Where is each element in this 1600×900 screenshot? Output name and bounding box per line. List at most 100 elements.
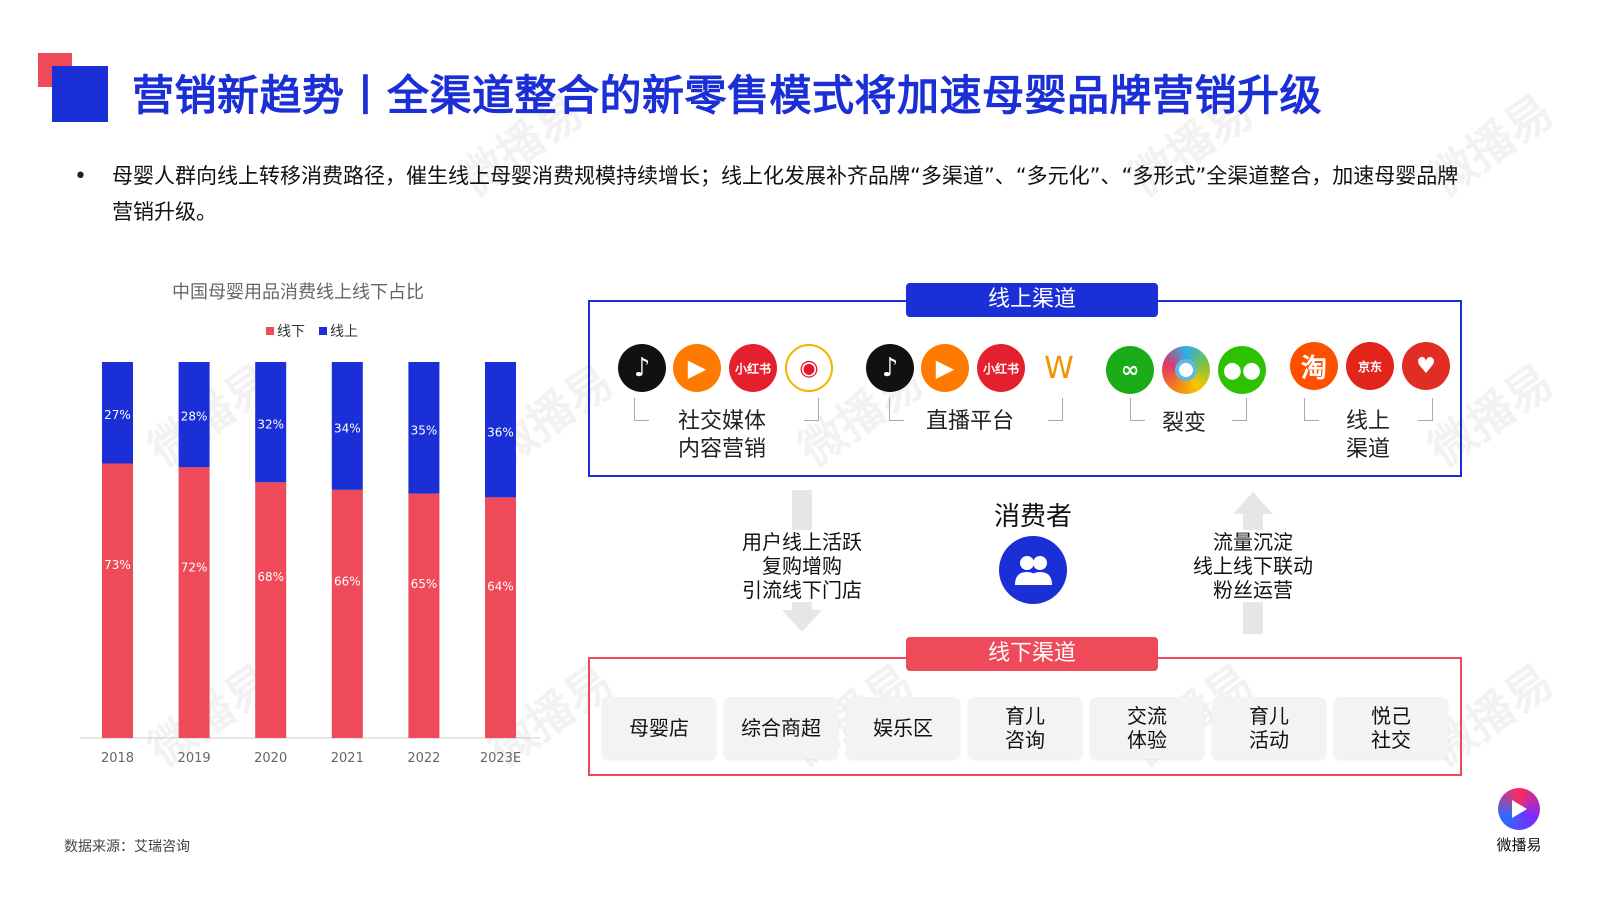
offline-item-line1: 交流	[1127, 704, 1167, 728]
chart-title: 中国母婴用品消费线上线下占比	[172, 282, 424, 303]
online-to-offline-text: 用户线上活跃 复购增购 引流线下门店	[722, 530, 882, 602]
x-tick-label-2021: 2021	[331, 751, 364, 766]
pinduoduo-icon: ♥	[1402, 342, 1450, 390]
bracket-left	[889, 398, 904, 421]
bar-online-2021	[331, 362, 363, 490]
offline-item-line1: 育儿	[1005, 704, 1045, 728]
offline-item-line2: 咨询	[1005, 728, 1045, 752]
vipshop-icon: W	[1035, 344, 1083, 392]
bracket-left	[1304, 398, 1319, 421]
taobao-icon: 淘	[1290, 342, 1338, 390]
moments-icon-lens	[1175, 359, 1197, 381]
data-label-offline-2018: 73%	[104, 558, 131, 572]
mini-program-icon: ∞	[1106, 346, 1154, 394]
data-label-online-2022: 35%	[411, 423, 438, 437]
data-label-online-2020: 32%	[257, 418, 284, 432]
legend-swatch-online	[319, 327, 327, 335]
data-label-offline-2022: 65%	[411, 577, 438, 591]
bar-offline-2018	[102, 463, 133, 738]
offline-channel-label: 线下渠道	[906, 637, 1158, 671]
data-source: 数据来源：艾瑞咨询	[64, 839, 190, 855]
bar-offline-2019	[178, 467, 210, 738]
legend-swatch-offline	[266, 327, 274, 335]
bar-offline-2021	[331, 489, 363, 738]
chart-legend: 线下 线上	[266, 321, 358, 341]
bullet-icon: •	[74, 164, 87, 189]
bar-offline-2023E	[485, 497, 516, 738]
bracket-left	[1130, 398, 1145, 421]
bracket-right	[804, 398, 819, 421]
bar-online-2018	[102, 362, 133, 464]
data-label-offline-2023E: 64%	[487, 579, 514, 593]
bar-offline-2020	[255, 482, 287, 738]
mid-right-line2: 线上线下联动	[1193, 554, 1313, 578]
mid-left-line1: 用户线上活跃	[742, 530, 862, 554]
bracket-right	[1232, 398, 1247, 421]
offline-item-line2: 社交	[1371, 728, 1411, 752]
douyin-icon: ♪	[866, 344, 914, 392]
arrow-down-head	[782, 610, 822, 632]
xiaohongshu-icon: 小红书	[729, 344, 777, 392]
legend-item-offline: 线下	[266, 321, 305, 341]
offline-item-exchange: 交流 体验	[1090, 697, 1204, 759]
bar-online-2023E	[485, 362, 516, 498]
page-title: 营销新趋势丨全渠道整合的新零售模式将加速母婴品牌营销升级	[132, 71, 1323, 120]
bracket-right	[1418, 398, 1433, 421]
kuaishou-icon: ▶	[921, 344, 969, 392]
moments-icon	[1162, 346, 1210, 394]
mid-right-line1: 流量沉淀	[1213, 530, 1293, 554]
bar-offline-2022	[408, 493, 440, 738]
online-channel-label: 线上渠道	[906, 283, 1158, 317]
arrow-up-head	[1233, 492, 1273, 514]
users-icon	[1015, 556, 1052, 585]
legend-label-online: 线上	[330, 324, 358, 340]
xiaohongshu-icon: 小红书	[977, 344, 1025, 392]
bar-online-2020	[255, 362, 287, 483]
data-label-offline-2019: 72%	[181, 560, 208, 574]
brand-logo: 微播易	[1490, 788, 1548, 862]
offline-item-parenting-consult: 育儿 咨询	[968, 697, 1082, 759]
group-label-online-line1: 线上	[1345, 409, 1390, 434]
offline-item-maternity-store: 母婴店	[602, 697, 716, 759]
brand-logo-icon	[1498, 788, 1540, 830]
group-label-social: 社交媒体 内容营销	[662, 408, 782, 464]
x-tick-label-2018: 2018	[101, 751, 134, 766]
bracket-right	[1048, 398, 1063, 421]
offline-item-line2: 活动	[1249, 728, 1289, 752]
data-label-online-2021: 34%	[334, 421, 361, 435]
legend-item-online: 线上	[319, 321, 358, 341]
offline-to-online-text: 流量沉淀 线上线下联动 粉丝运营	[1173, 530, 1333, 602]
group-label-fission: 裂变	[1161, 411, 1206, 436]
group-label-social-line1: 社交媒体	[677, 409, 766, 434]
offline-item-line2: 体验	[1127, 728, 1167, 752]
group-label-online-channel: 线上 渠道	[1328, 408, 1408, 464]
mid-right-line3: 粉丝运营	[1213, 578, 1293, 602]
brand-name: 微播易	[1496, 836, 1542, 854]
title-decoration-blue	[52, 66, 108, 122]
bar-online-2019	[178, 362, 210, 468]
data-label-online-2023E: 36%	[487, 425, 514, 439]
jd-icon: 京东	[1346, 342, 1394, 390]
summary-text: 母婴人群向线上转移消费路径，催生线上母婴消费规模持续增长；线上化发展补齐品牌“多…	[112, 164, 1459, 224]
weibo-icon: ◉	[785, 344, 833, 392]
x-tick-label-2023E: 2023E	[480, 751, 521, 766]
offline-item-line1: 悦己	[1371, 704, 1411, 728]
group-label-live: 直播平台	[925, 409, 1014, 434]
legend-label-offline: 线下	[277, 324, 305, 340]
data-label-online-2019: 28%	[181, 410, 208, 424]
bar-online-2022	[408, 362, 440, 494]
x-tick-label-2020: 2020	[254, 751, 287, 766]
consumer-label: 消费者	[994, 502, 1073, 532]
offline-item-parenting-activity: 育儿 活动	[1212, 697, 1326, 759]
offline-item-entertainment: 娱乐区	[846, 697, 960, 759]
data-label-offline-2020: 68%	[257, 570, 284, 584]
data-label-online-2018: 27%	[104, 408, 131, 422]
stacked-bar-chart: 73% 27% 2018 72% 28% 2019 68% 32% 2020 66% 34% 2021…	[80, 362, 540, 766]
bracket-left	[634, 398, 649, 421]
play-icon	[1512, 800, 1527, 818]
wechat-icon: ●●	[1218, 346, 1266, 394]
douyin-icon: ♪	[618, 344, 666, 392]
mid-left-line3: 引流线下门店	[742, 578, 862, 602]
offline-item-line1: 育儿	[1249, 704, 1289, 728]
kuaishou-icon: ▶	[673, 344, 721, 392]
